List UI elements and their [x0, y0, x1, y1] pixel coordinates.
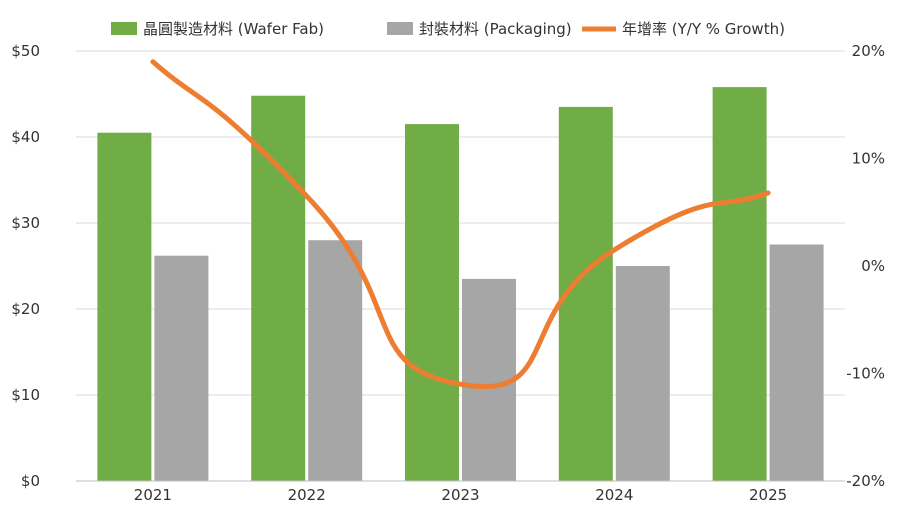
y-right-tick-label: -10%	[846, 365, 885, 383]
x-tick-label: 2023	[441, 486, 479, 504]
legend-packaging-swatch	[387, 22, 413, 35]
y-right-tick-label: -20%	[846, 472, 885, 490]
legend-wafer-fab-swatch	[111, 22, 137, 35]
packaging-bar	[615, 266, 670, 481]
y-right-tick-label: 10%	[852, 150, 885, 168]
legend-packaging-label: 封裝材料 (Packaging)	[419, 20, 572, 38]
wafer-fab-bar	[405, 124, 459, 481]
y-left-tick-label: $50	[11, 42, 40, 60]
growth-line	[150, 59, 771, 390]
packaging-bar	[308, 240, 363, 481]
y-left-tick-label: $40	[11, 128, 40, 146]
y-right-tick-label: 20%	[852, 42, 885, 60]
packaging-bar	[462, 278, 516, 481]
wafer-fab-bar	[97, 132, 152, 481]
y-right-tick-label: 0%	[861, 257, 885, 275]
x-tick-label: 2024	[595, 486, 633, 504]
legend-wafer-fab-label: 晶圓製造材料 (Wafer Fab)	[143, 20, 324, 38]
y-left-tick-label: $10	[11, 386, 40, 404]
legend-growth-label: 年增率 (Y/Y % Growth)	[622, 20, 785, 38]
x-tick-label: 2022	[288, 486, 326, 504]
y-left-tick-label: $20	[11, 300, 40, 318]
x-tick-label: 2025	[749, 486, 787, 504]
x-tick-label: 2021	[134, 486, 172, 504]
y-left-tick-label: $30	[11, 214, 40, 232]
y-left-tick-label: $0	[21, 472, 40, 490]
wafer-fab-bar	[251, 95, 306, 481]
packaging-bar	[769, 244, 824, 481]
packaging-bar	[154, 255, 209, 481]
wafer-fab-bar	[712, 87, 767, 482]
